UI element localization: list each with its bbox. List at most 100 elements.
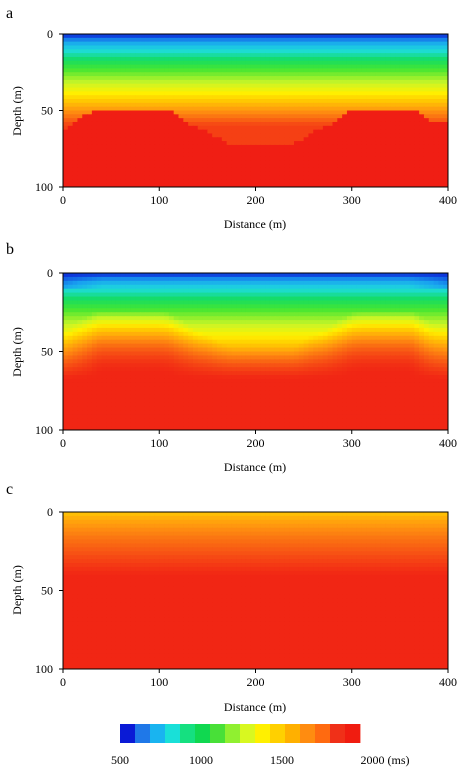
heatmap-cell: [385, 175, 391, 180]
heatmap-cell: [399, 79, 406, 85]
heatmap-cell: [202, 343, 208, 349]
heatmap-cell: [135, 76, 141, 81]
heatmap-cell: [395, 284, 401, 290]
heatmap-cell: [269, 68, 276, 73]
heatmap-cell: [67, 160, 74, 165]
heatmap-cell: [409, 284, 415, 290]
heatmap-cell: [327, 64, 334, 70]
heatmap-cell: [111, 351, 117, 357]
heatmap-cell: [332, 137, 338, 142]
heatmap-cell: [236, 316, 242, 321]
heatmap-cell: [96, 53, 103, 58]
heatmap-cell: [433, 72, 439, 77]
heatmap-cell: [212, 351, 218, 357]
heatmap-cell: [217, 110, 223, 115]
heatmap-cell: [111, 141, 117, 146]
heatmap-cell: [202, 148, 208, 154]
heatmap-cell: [423, 288, 430, 294]
heatmap-cell: [284, 179, 290, 184]
heatmap-cell: [111, 37, 117, 43]
heatmap-cell: [423, 56, 430, 62]
heatmap-cell: [265, 171, 271, 177]
heatmap-cell: [346, 164, 353, 169]
heatmap-cell: [332, 316, 338, 321]
heatmap-cell: [202, 156, 208, 161]
heatmap-cell: [96, 133, 103, 138]
heatmap-cell: [371, 288, 377, 294]
heatmap-cell: [226, 137, 233, 142]
heatmap-cell: [115, 292, 122, 298]
heatmap-cell: [236, 141, 242, 146]
heatmap-cell: [173, 304, 180, 309]
heatmap-cell: [72, 273, 79, 278]
heatmap-cell: [164, 300, 170, 305]
heatmap-cell: [245, 156, 252, 161]
heatmap-cell: [395, 68, 401, 73]
heatmap-cell: [192, 292, 199, 298]
heatmap-cell: [212, 156, 218, 161]
heatmap-cell: [428, 327, 435, 333]
heatmap-cell: [178, 324, 184, 329]
heatmap-cell: [419, 56, 425, 62]
heatmap-cell: [409, 335, 415, 341]
heatmap-cell: [202, 160, 208, 165]
heatmap-cell: [197, 171, 204, 177]
heatmap-cell: [245, 304, 252, 309]
heatmap-cell: [192, 300, 199, 305]
heatmap-cell: [351, 95, 358, 100]
heatmap-cell: [395, 53, 401, 58]
heatmap-cell: [168, 273, 175, 278]
heatmap-cell: [380, 56, 387, 62]
heatmap-cell: [385, 91, 391, 96]
heatmap-cell: [351, 304, 358, 309]
heatmap-cell: [351, 296, 358, 302]
heatmap-cell: [356, 121, 362, 127]
heatmap-cell: [419, 152, 425, 157]
heatmap-cell: [168, 41, 175, 47]
heatmap-cell: [303, 49, 310, 54]
heatmap-cell: [115, 114, 122, 119]
heatmap-cell: [164, 83, 170, 89]
heatmap-cell: [428, 99, 435, 104]
heatmap-cell: [207, 56, 213, 62]
heatmap-cell: [183, 280, 189, 286]
heatmap-cell: [284, 106, 290, 112]
heatmap-cell: [168, 129, 175, 135]
heatmap-cell: [399, 64, 406, 70]
heatmap-cell: [274, 102, 281, 108]
heatmap-cell: [322, 164, 329, 169]
heatmap-cell: [371, 118, 377, 123]
heatmap-cell: [274, 351, 281, 357]
heatmap-cell: [168, 125, 175, 131]
heatmap-cell: [390, 160, 396, 165]
heatmap-cell: [260, 288, 266, 294]
heatmap-cell: [245, 355, 252, 360]
heatmap-cell: [168, 343, 175, 349]
heatmap-cell: [380, 118, 387, 123]
heatmap-cell: [140, 343, 146, 349]
heatmap-cell: [327, 339, 334, 345]
heatmap-cell: [67, 68, 74, 73]
heatmap-cell: [101, 79, 107, 85]
heatmap-cell: [371, 284, 377, 290]
heatmap-cell: [351, 141, 358, 146]
heatmap-cell: [423, 320, 430, 325]
heatmap-cell: [192, 276, 199, 282]
heatmap-cell: [279, 110, 285, 115]
heatmap-cell: [197, 292, 204, 298]
heatmap-cell: [318, 304, 324, 309]
heatmap-cell: [120, 156, 127, 161]
heatmap-cell: [188, 304, 194, 309]
heatmap-cell: [423, 87, 430, 92]
heatmap-cell: [298, 79, 305, 85]
heatmap-cell: [221, 296, 228, 302]
heatmap-cell: [438, 83, 444, 89]
heatmap-cell: [115, 175, 122, 180]
heatmap-cell: [308, 72, 314, 77]
heatmap-cell: [423, 34, 430, 39]
heatmap-cell: [308, 164, 314, 169]
heatmap-cell: [125, 37, 131, 43]
heatmap-cell: [322, 56, 329, 62]
heatmap-cell: [115, 41, 122, 47]
heatmap-cell: [375, 312, 382, 317]
